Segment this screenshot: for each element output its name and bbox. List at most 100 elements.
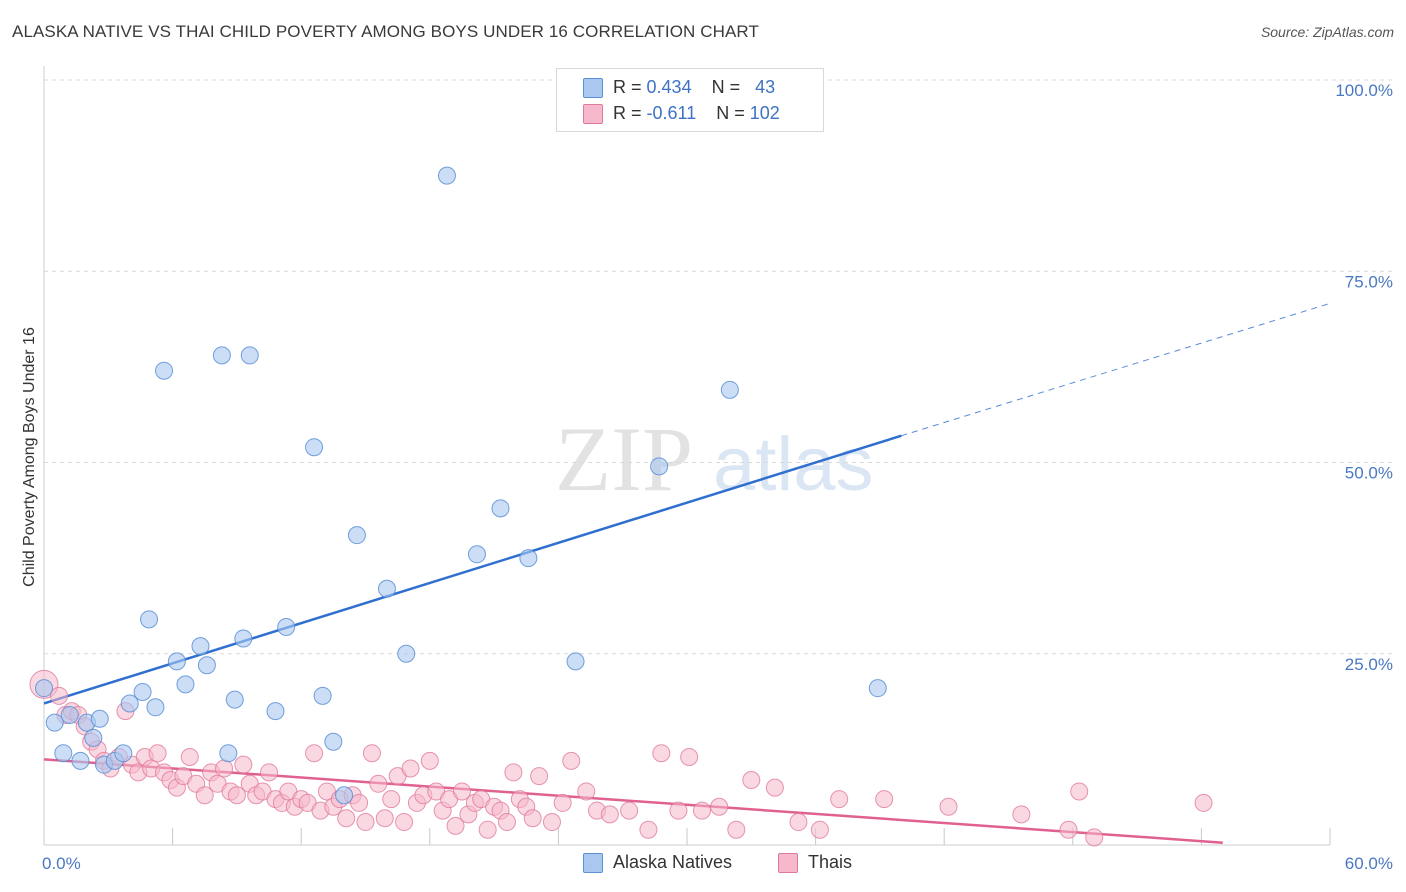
alaska-point: [219, 744, 238, 763]
thai-trend-line: [43, 758, 1223, 844]
alaska-point: [519, 549, 538, 568]
alaska-point: [191, 637, 210, 656]
thai-point: [260, 763, 279, 782]
data-points: [29, 166, 1213, 847]
thai-point: [693, 801, 712, 820]
bottom-legend-label-alaska: Alaska Natives: [613, 852, 733, 872]
legend-n-label: N =: [716, 103, 745, 123]
thai-point: [765, 778, 784, 797]
alaska-point: [347, 526, 366, 545]
alaska-point: [45, 713, 64, 732]
thai-point: [337, 809, 356, 828]
thai-point: [195, 786, 214, 805]
alaska-point: [437, 166, 456, 185]
alaska-point: [467, 545, 486, 564]
thai-point: [639, 820, 658, 839]
thai-point: [577, 782, 596, 801]
legend-n-label: N =: [711, 77, 741, 97]
thai-point: [227, 786, 246, 805]
y-tick-label: 50.0%: [1345, 464, 1393, 483]
alaska-point: [114, 744, 133, 763]
tick-labels: 25.0% 50.0% 75.0% 100.0% 0.0% 60.0%: [42, 81, 1393, 873]
thai-point: [452, 782, 471, 801]
alaska-trend-extension: [901, 302, 1331, 437]
thai-point: [369, 774, 388, 793]
alaska-point: [313, 686, 332, 705]
alaska-point: [146, 698, 165, 717]
thai-point: [789, 813, 808, 832]
chart-title: ALASKA NATIVE VS THAI CHILD POVERTY AMON…: [12, 22, 759, 41]
alaska-trend-line: [43, 434, 902, 705]
thai-point: [478, 820, 497, 839]
alaska-point: [212, 346, 231, 365]
thai-point: [553, 793, 572, 812]
thai-point: [542, 813, 561, 832]
axes: [43, 66, 1331, 846]
thai-point: [669, 801, 688, 820]
bottom-legend-label-thais: Thais: [808, 852, 853, 872]
thai-point: [600, 805, 619, 824]
alaska-point: [176, 675, 195, 694]
alaska-point: [35, 679, 53, 698]
thai-point: [497, 813, 516, 832]
alaska-point: [305, 438, 324, 457]
thai-point: [875, 790, 894, 809]
x-tick-label: 0.0%: [42, 854, 81, 873]
legend-r-value-alaska: 0.434: [646, 77, 692, 97]
alaska-point: [335, 786, 354, 805]
alaska-point: [90, 709, 109, 728]
alaska-point: [491, 499, 510, 518]
thai-point: [652, 744, 671, 763]
y-tick-label: 100.0%: [1335, 81, 1393, 100]
thai-point: [375, 809, 394, 828]
alaska-point: [167, 652, 186, 671]
alaska-point: [868, 679, 887, 698]
thai-point: [1085, 828, 1104, 847]
source-label: Source: ZipAtlas.com: [1260, 24, 1394, 40]
alaska-point: [720, 380, 739, 399]
alaska-point: [60, 705, 79, 724]
alaska-point: [266, 702, 285, 721]
thai-point: [446, 816, 465, 835]
thai-point: [504, 763, 523, 782]
legend-r-value-thais: -0.611: [646, 103, 697, 123]
watermark: ZIP atlas: [555, 408, 874, 510]
alaska-point: [566, 652, 585, 671]
bottom-legend-swatch-alaska: [583, 853, 603, 873]
legend-swatch-alaska: [583, 78, 603, 98]
thai-point: [742, 770, 761, 789]
alaska-point: [277, 617, 296, 636]
alaska-point: [54, 744, 73, 763]
y-tick-label: 75.0%: [1345, 272, 1393, 291]
thai-point: [50, 686, 69, 705]
alaska-point: [234, 629, 253, 648]
legend-n-value-thais: 102: [749, 103, 780, 123]
thai-point: [620, 801, 639, 820]
trend-lines: [43, 302, 1331, 844]
thai-point: [530, 767, 549, 786]
x-tick-label: 60.0%: [1345, 854, 1393, 873]
alaska-point: [140, 610, 159, 629]
thai-point: [215, 759, 234, 778]
thai-point: [362, 744, 381, 763]
grid: [44, 79, 1395, 655]
thai-point: [830, 790, 849, 809]
thai-point: [727, 820, 746, 839]
thai-point: [810, 820, 829, 839]
thai-point: [395, 813, 414, 832]
y-axis-title: Child Poverty Among Boys Under 16: [21, 327, 38, 587]
legend-r-label: R =: [613, 103, 642, 123]
bottom-legend-swatch-thais: [778, 853, 798, 873]
thai-point: [356, 813, 375, 832]
thai-point: [562, 751, 581, 770]
thai-point: [1059, 820, 1078, 839]
alaska-point: [324, 732, 343, 751]
legend-r-label: R =: [613, 77, 642, 97]
thai-point: [382, 790, 401, 809]
thai-point: [148, 744, 167, 763]
watermark-zip: ZIP: [555, 408, 693, 510]
thai-point: [401, 759, 420, 778]
alaska-point: [225, 690, 244, 709]
alaska-point: [650, 457, 669, 476]
